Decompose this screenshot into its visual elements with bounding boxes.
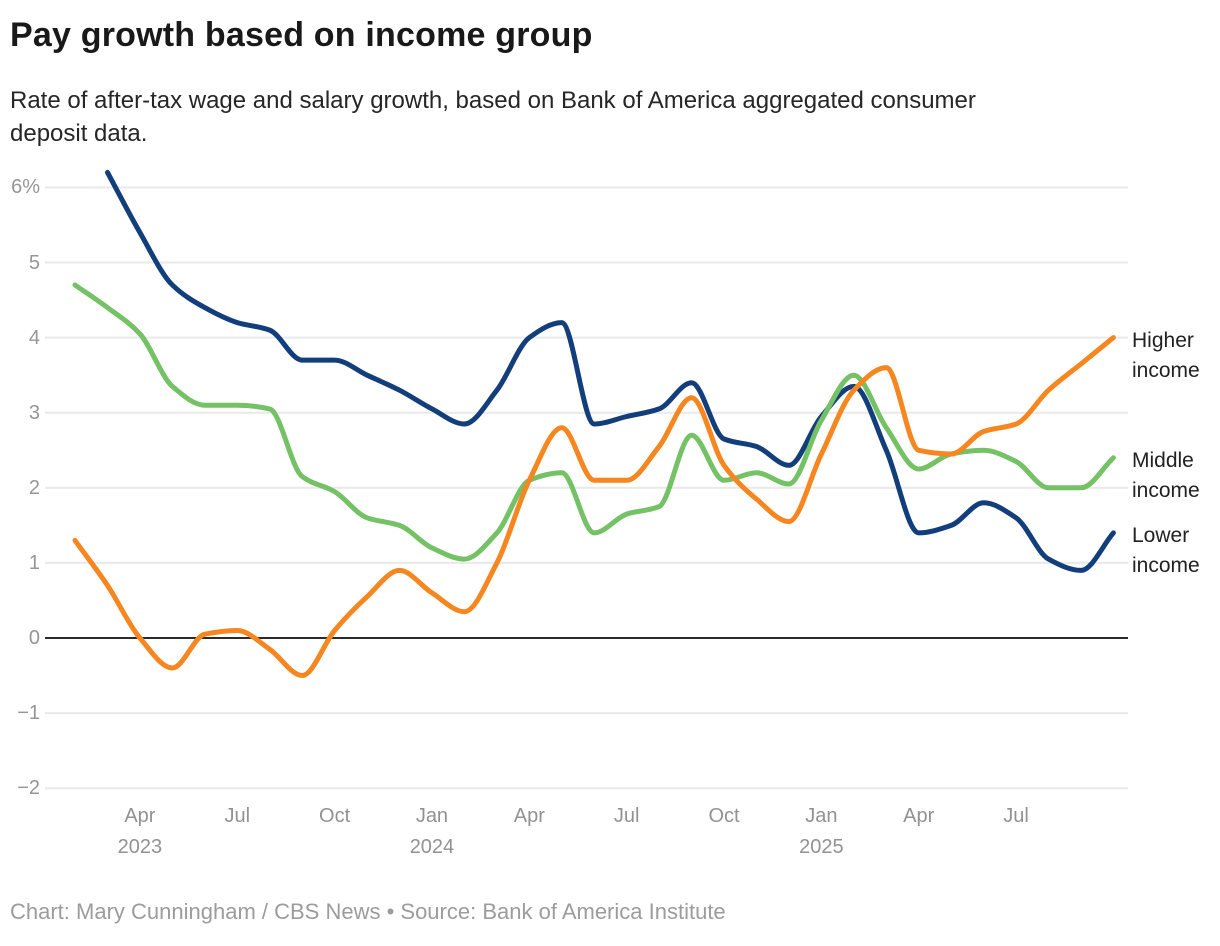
x-tick-month-label: Apr bbox=[903, 805, 935, 827]
x-tick-month-label: Apr bbox=[124, 805, 156, 827]
chart-footer: Chart: Mary Cunningham / CBS News • Sour… bbox=[10, 899, 726, 924]
legend-label-line: Lower bbox=[1132, 523, 1190, 547]
chart-subtitle: Rate of after-tax wage and salary growth… bbox=[10, 87, 976, 147]
series-lines bbox=[72, 169, 1116, 678]
legend-label-higher-income: Higher income bbox=[1132, 326, 1200, 386]
y-tick-label: 0 bbox=[28, 627, 40, 649]
x-tick-month-label: Jul bbox=[1003, 805, 1029, 827]
legend-label-line: income bbox=[1132, 553, 1200, 577]
x-tick-month-label: Oct bbox=[708, 805, 740, 827]
x-tick-year-label: 2025 bbox=[799, 836, 844, 858]
x-tick-year-label: 2023 bbox=[117, 836, 163, 858]
x-tick-month-label: Oct bbox=[319, 805, 351, 827]
y-tick-label: −1 bbox=[17, 702, 40, 725]
x-tick-month-label: Jan bbox=[415, 805, 449, 827]
y-tick-label: 4 bbox=[28, 326, 40, 349]
x-tick-month-label: Apr bbox=[513, 805, 545, 827]
y-tick-label: 6% bbox=[11, 176, 40, 199]
legend-label-line: Middle bbox=[1132, 448, 1194, 472]
legend-label-lower-income: Lower income bbox=[1132, 521, 1200, 581]
x-tick-month-label: Jul bbox=[613, 805, 640, 827]
legend-label-line: income bbox=[1132, 478, 1200, 502]
gridlines bbox=[45, 186, 1128, 790]
y-tick-label: 2 bbox=[28, 476, 40, 499]
x-tick-month-label: Jan bbox=[805, 805, 838, 827]
y-tick-label: 1 bbox=[28, 551, 40, 574]
legend-label-line: Higher bbox=[1132, 328, 1194, 352]
line-lower-income bbox=[105, 169, 1116, 573]
x-tick-month-label: Jul bbox=[224, 805, 251, 827]
y-tick-label: −2 bbox=[17, 777, 40, 800]
line-middle-income bbox=[72, 282, 1116, 562]
line-higher-income bbox=[72, 335, 1116, 678]
x-tick-year-label: 2024 bbox=[409, 836, 455, 858]
chart-title: Pay growth based on income group bbox=[10, 16, 593, 54]
y-tick-label: 3 bbox=[28, 401, 40, 424]
legend-label-middle-income: Middle income bbox=[1132, 446, 1200, 506]
y-tick-label: 5 bbox=[28, 251, 40, 274]
legend-label-line: income bbox=[1132, 358, 1200, 382]
